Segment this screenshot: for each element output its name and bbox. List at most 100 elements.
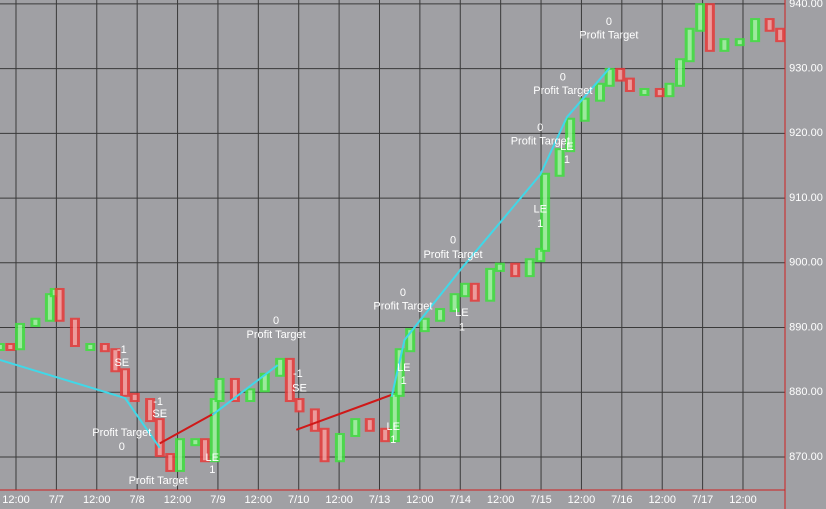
trade-line [0, 358, 161, 449]
price-bar-highlight [568, 119, 573, 151]
price-bar [15, 322, 26, 351]
price-bar [154, 418, 165, 458]
price-bar-highlight [232, 379, 237, 401]
price-bar [565, 117, 576, 153]
y-tick-label: 870.00 [789, 451, 823, 463]
price-bar-highlight [383, 429, 388, 441]
annotation: -1 [293, 368, 303, 380]
annotation: Profit Target [373, 301, 432, 313]
price-bar-highlight [438, 310, 443, 320]
price-bar-highlight [677, 60, 682, 85]
price-bar-highlight [113, 350, 118, 371]
price-bar-highlight [627, 79, 632, 90]
price-bar [69, 317, 80, 348]
price-bar [639, 87, 650, 96]
annotation: 0 [450, 235, 456, 247]
price-bar [684, 27, 695, 63]
annotation: Profit Target [129, 475, 188, 487]
annotation: SE [114, 357, 129, 369]
annotation: LE [534, 204, 547, 216]
price-bar [214, 377, 225, 403]
price-bar [129, 392, 140, 403]
price-bar [469, 282, 480, 302]
price-bar-highlight [72, 319, 77, 346]
annotation: 0 [400, 287, 406, 299]
price-bar [259, 372, 270, 393]
price-bar [674, 58, 685, 87]
price-bar-highlight [463, 284, 468, 296]
annotation: 1 [390, 434, 396, 446]
price-bar-highlight [312, 410, 317, 430]
x-tick-label: 12:00 [2, 494, 30, 506]
price-bar-highlight [722, 40, 727, 50]
price-bar-highlight [488, 269, 493, 300]
price-bar-highlight [337, 434, 342, 461]
price-bar-highlight [707, 5, 712, 50]
annotation: LE [560, 141, 573, 153]
price-bar-highlight [408, 330, 413, 351]
price-bar [319, 427, 330, 463]
price-bar [380, 427, 391, 443]
price-bar-highlight [177, 440, 182, 470]
price-bar-highlight [278, 359, 283, 375]
annotation: 1 [459, 321, 465, 333]
x-tick-label: 7/17 [692, 494, 713, 506]
x-tick-label: 7/8 [130, 494, 145, 506]
price-bar [364, 418, 375, 432]
price-bar-highlight [57, 289, 62, 320]
x-tick-label: 7/10 [288, 494, 309, 506]
annotation: Profit Target [533, 85, 592, 97]
price-bar-highlight [297, 400, 302, 411]
annotation: 1 [564, 154, 570, 166]
price-bar [54, 287, 65, 322]
price-bar-highlight [8, 345, 13, 350]
price-bar-highlight [422, 319, 427, 331]
x-tick-label: 7/7 [49, 494, 64, 506]
price-bar [405, 328, 416, 353]
annotation: LE [397, 362, 410, 374]
price-bar [624, 77, 635, 92]
annotation: LE [206, 452, 219, 464]
price-bar [44, 293, 55, 322]
price-bar-highlight [582, 99, 587, 120]
trade-line [295, 393, 392, 431]
price-bar [0, 343, 5, 352]
price-bar [200, 438, 211, 463]
price-bar [110, 348, 121, 373]
x-tick-label: 12:00 [325, 494, 353, 506]
price-bar [294, 398, 305, 413]
price-bar [734, 38, 745, 47]
price-bar-highlight [248, 390, 253, 401]
price-bar-highlight [33, 319, 38, 325]
price-bar [394, 348, 405, 397]
price-bar [190, 438, 201, 447]
price-bar [494, 262, 505, 272]
price-bar [245, 388, 256, 403]
price-bar-highlight [698, 5, 703, 30]
price-bar-highlight [543, 174, 548, 250]
price-bar [510, 262, 521, 278]
price-bar-highlight [642, 89, 647, 94]
price-bar-highlight [753, 20, 758, 41]
price-bar-highlight [737, 40, 742, 45]
annotation: 0 [273, 315, 279, 327]
price-bar [5, 343, 16, 352]
annotation: 1 [537, 218, 543, 230]
price-bar-highlight [538, 249, 543, 261]
annotation: 0 [119, 441, 125, 453]
price-bar [275, 357, 286, 377]
price-bar-highlight [203, 440, 208, 461]
price-bar-highlight [557, 150, 562, 175]
price-bar-highlight [148, 400, 153, 421]
price-bar-highlight [527, 260, 532, 276]
price-bar [775, 27, 786, 43]
x-tick-label: 12:00 [406, 494, 434, 506]
price-bar-highlight [767, 20, 772, 30]
x-tick-label: 12:00 [487, 494, 515, 506]
price-bar [719, 38, 730, 52]
annotation: -1 [153, 396, 163, 408]
price-bar [145, 398, 156, 423]
price-bar [485, 267, 496, 302]
price-bar-highlight [102, 345, 107, 351]
